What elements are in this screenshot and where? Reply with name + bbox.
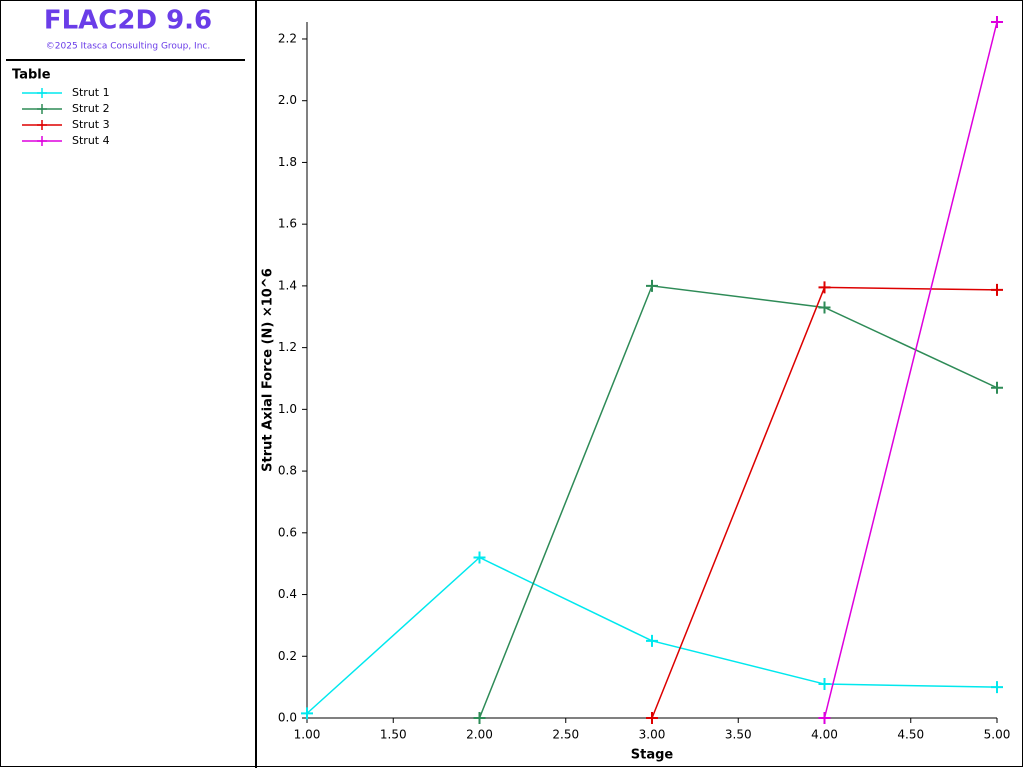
y-tick-label: 0.2 [278, 649, 297, 663]
y-axis-title: Strut Axial Force (N) ×10^6 [261, 268, 276, 472]
y-tick-label: 0.0 [278, 711, 297, 725]
series-line [823, 21, 998, 719]
x-tick-label: 1.00 [294, 728, 321, 742]
legend-label: Strut 2 [72, 102, 110, 115]
marker [991, 381, 1003, 394]
x-tick-label: 4.00 [811, 728, 838, 742]
y-tick-label: 1.0 [278, 402, 297, 416]
y-tick-label: 0.4 [278, 587, 297, 601]
marker [991, 283, 1003, 296]
legend-marker [37, 136, 47, 146]
app-title: FLAC2D 9.6 [44, 6, 212, 36]
legend-marker [37, 88, 47, 98]
marker [473, 712, 486, 724]
marker [301, 707, 313, 720]
y-tick-label: 0.8 [278, 464, 297, 478]
marker [818, 301, 831, 314]
marker [646, 712, 658, 724]
x-tick-label: 3.00 [639, 728, 666, 742]
marker [991, 681, 1003, 694]
x-tick-label: 5.00 [984, 728, 1011, 742]
x-tick-label: 4.50 [897, 728, 924, 742]
y-tick-label: 1.4 [278, 278, 297, 292]
panel-title: Table [12, 68, 51, 83]
copyright: ©2025 Itasca Consulting Group, Inc. [46, 42, 210, 52]
marker [646, 634, 658, 647]
x-tick-label: 2.50 [552, 728, 579, 742]
marker [818, 678, 831, 691]
legend-label: Strut 1 [72, 86, 110, 99]
y-tick-label: 1.2 [278, 340, 297, 354]
marker [818, 281, 831, 294]
marker [991, 16, 1003, 28]
x-tick-label: 2.00 [466, 728, 493, 742]
legend-marker [37, 120, 47, 130]
legend-label: Strut 4 [72, 134, 110, 147]
y-tick-label: 0.6 [278, 525, 297, 539]
y-tick-label: 2.2 [278, 31, 297, 45]
marker [646, 279, 658, 292]
x-axis-title: Stage [631, 748, 674, 763]
y-tick-label: 1.6 [278, 217, 297, 231]
series-line [478, 285, 998, 719]
legend-label: Strut 3 [72, 118, 110, 131]
y-tick-label: 1.8 [278, 155, 297, 169]
legend-marker [37, 104, 47, 114]
x-tick-label: 1.50 [380, 728, 407, 742]
x-tick-label: 3.50 [725, 728, 752, 742]
marker [818, 712, 831, 724]
marker [473, 551, 486, 564]
y-tick-label: 2.0 [278, 93, 297, 107]
